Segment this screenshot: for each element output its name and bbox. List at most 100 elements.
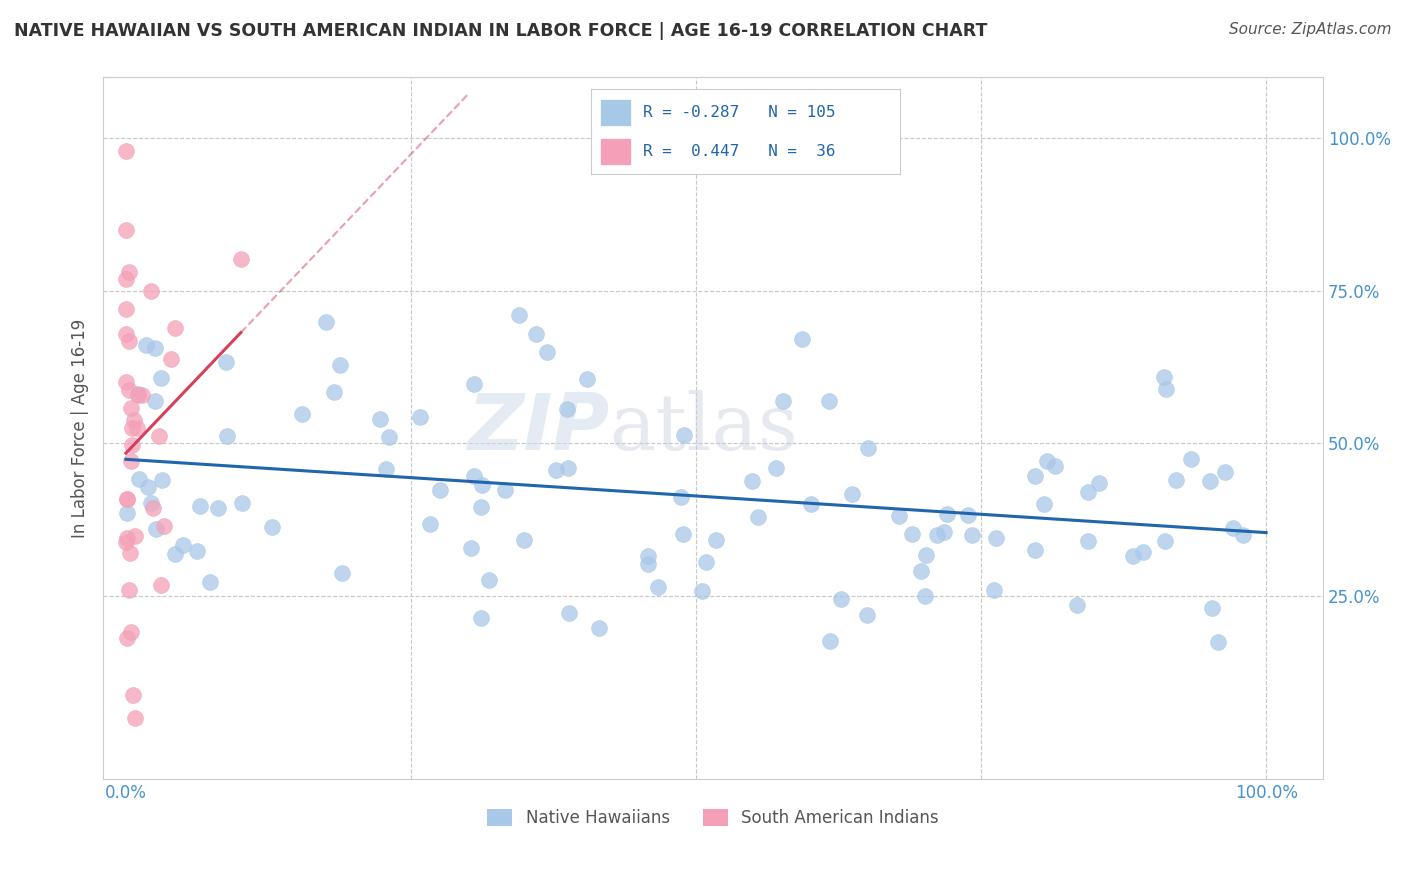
Point — [494, 483, 516, 498]
Point — [558, 607, 581, 621]
Point — [329, 358, 352, 372]
Point — [962, 528, 984, 542]
Point — [818, 394, 841, 409]
Point — [463, 469, 485, 483]
Point — [637, 549, 659, 563]
Point — [117, 265, 139, 279]
Point — [150, 371, 173, 385]
Point — [830, 591, 852, 606]
Text: NATIVE HAWAIIAN VS SOUTH AMERICAN INDIAN IN LABOR FORCE | AGE 16-19 CORRELATION : NATIVE HAWAIIAN VS SOUTH AMERICAN INDIAN… — [14, 22, 987, 40]
Point — [984, 531, 1007, 545]
Point — [138, 480, 160, 494]
Point — [1088, 475, 1111, 490]
Point — [841, 487, 863, 501]
Point — [122, 412, 145, 426]
Point — [1077, 485, 1099, 500]
Point — [1066, 599, 1088, 613]
Point — [115, 271, 138, 285]
Point — [588, 621, 610, 635]
Point — [983, 582, 1005, 597]
Point — [1199, 474, 1222, 488]
Point — [956, 508, 979, 523]
Point — [408, 410, 430, 425]
Point — [925, 527, 948, 541]
Point — [118, 383, 141, 397]
Point — [419, 517, 441, 532]
Point — [1045, 458, 1067, 473]
Point — [118, 334, 141, 348]
Point — [115, 302, 138, 317]
Point — [478, 573, 501, 587]
Point — [915, 548, 938, 562]
Y-axis label: In Labor Force | Age 16-19: In Labor Force | Age 16-19 — [72, 318, 89, 538]
Point — [117, 506, 139, 520]
Point — [115, 326, 138, 341]
Legend: Native Hawaiians, South American Indians: Native Hawaiians, South American Indians — [481, 802, 946, 834]
Point — [671, 490, 693, 504]
Point — [555, 401, 578, 416]
Point — [115, 531, 138, 545]
Point — [190, 500, 212, 514]
Point — [370, 412, 392, 426]
Point — [690, 584, 713, 599]
Point — [127, 388, 149, 402]
Point — [856, 607, 879, 622]
Point — [215, 355, 238, 369]
Point — [115, 144, 138, 158]
Point — [800, 497, 823, 511]
Point — [536, 345, 558, 359]
Point — [142, 500, 165, 515]
Point — [471, 478, 494, 492]
Point — [772, 394, 794, 409]
Point — [1132, 545, 1154, 559]
Point — [115, 223, 138, 237]
FancyBboxPatch shape — [600, 98, 631, 126]
Point — [1153, 370, 1175, 384]
Point — [120, 401, 142, 415]
Point — [125, 421, 148, 435]
Point — [695, 555, 717, 569]
Point — [150, 577, 173, 591]
Point — [215, 429, 238, 443]
Point — [118, 582, 141, 597]
Point — [375, 462, 398, 476]
Point — [143, 342, 166, 356]
Point — [152, 519, 174, 533]
Point — [291, 407, 314, 421]
Point — [128, 472, 150, 486]
Point — [139, 495, 162, 509]
Point — [1206, 635, 1229, 649]
Point — [1213, 465, 1236, 479]
Text: Source: ZipAtlas.com: Source: ZipAtlas.com — [1229, 22, 1392, 37]
Point — [935, 508, 957, 522]
Point — [704, 533, 727, 548]
Point — [121, 421, 143, 435]
Point — [1024, 543, 1046, 558]
Point — [575, 372, 598, 386]
Point — [315, 314, 337, 328]
Point — [117, 631, 139, 645]
FancyBboxPatch shape — [600, 138, 631, 165]
Point — [322, 384, 344, 399]
Point — [115, 535, 138, 549]
Point — [900, 527, 922, 541]
Point — [747, 510, 769, 524]
Text: R = -0.287   N = 105: R = -0.287 N = 105 — [643, 104, 835, 120]
Point — [165, 548, 187, 562]
Point — [1156, 382, 1178, 396]
Point — [1122, 549, 1144, 563]
Point — [1222, 521, 1244, 535]
Point — [637, 557, 659, 571]
Point — [378, 429, 401, 443]
Point — [460, 541, 482, 556]
Point — [1024, 469, 1046, 483]
Point — [231, 496, 253, 510]
Point — [145, 522, 167, 536]
Point — [1232, 528, 1254, 542]
Point — [524, 326, 547, 341]
Point — [120, 546, 142, 560]
Point — [262, 520, 284, 534]
Point — [429, 483, 451, 498]
Point — [148, 428, 170, 442]
Point — [647, 580, 669, 594]
